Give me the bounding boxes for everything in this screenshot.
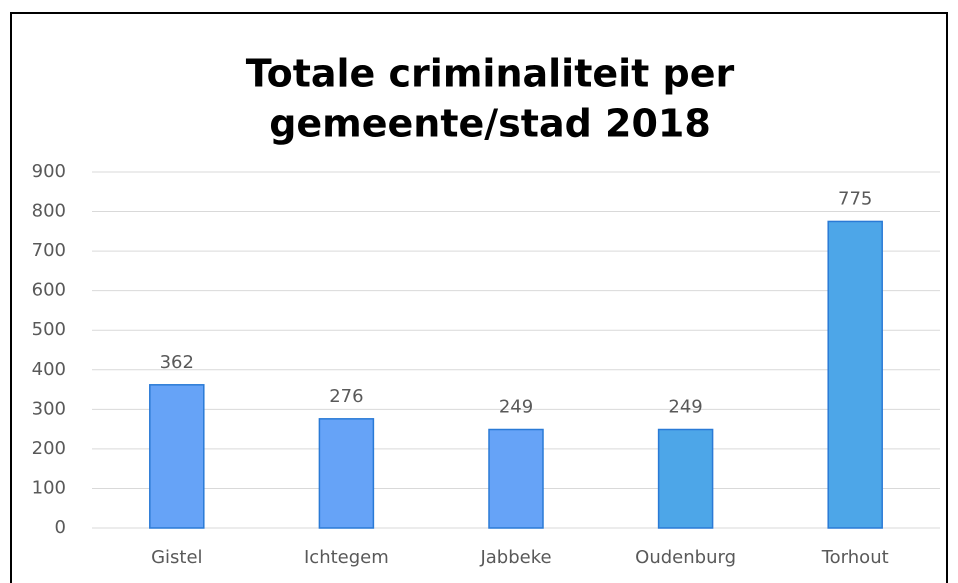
data-label: 362 bbox=[160, 352, 194, 373]
data-label: 249 bbox=[668, 397, 702, 418]
bar bbox=[149, 384, 205, 529]
y-tick-label: 400 bbox=[32, 359, 66, 380]
chart-title: Totale criminaliteit per bbox=[246, 52, 735, 96]
data-label: 775 bbox=[838, 188, 872, 209]
bar bbox=[318, 418, 375, 529]
x-tick-label: Gistel bbox=[151, 547, 202, 568]
bar bbox=[827, 220, 883, 529]
y-tick-label: 800 bbox=[32, 201, 66, 222]
bar bbox=[488, 428, 544, 529]
y-tick-label: 700 bbox=[32, 240, 66, 261]
data-label: 249 bbox=[499, 397, 533, 418]
y-tick-label: 200 bbox=[32, 438, 66, 459]
x-tick-label: Jabbeke bbox=[479, 547, 551, 568]
x-tick-label: Torhout bbox=[821, 547, 889, 568]
y-tick-label: 100 bbox=[32, 477, 66, 498]
data-label: 276 bbox=[329, 386, 363, 407]
x-tick-label: Oudenburg bbox=[635, 547, 736, 568]
x-tick-label: Ichtegem bbox=[304, 547, 389, 568]
y-tick-label: 0 bbox=[55, 517, 66, 538]
y-tick-label: 600 bbox=[32, 280, 66, 301]
y-tick-label: 900 bbox=[32, 161, 66, 182]
bar bbox=[657, 428, 714, 529]
y-tick-label: 300 bbox=[32, 398, 66, 419]
chart-title: gemeente/stad 2018 bbox=[269, 102, 711, 146]
y-tick-label: 500 bbox=[32, 319, 66, 340]
